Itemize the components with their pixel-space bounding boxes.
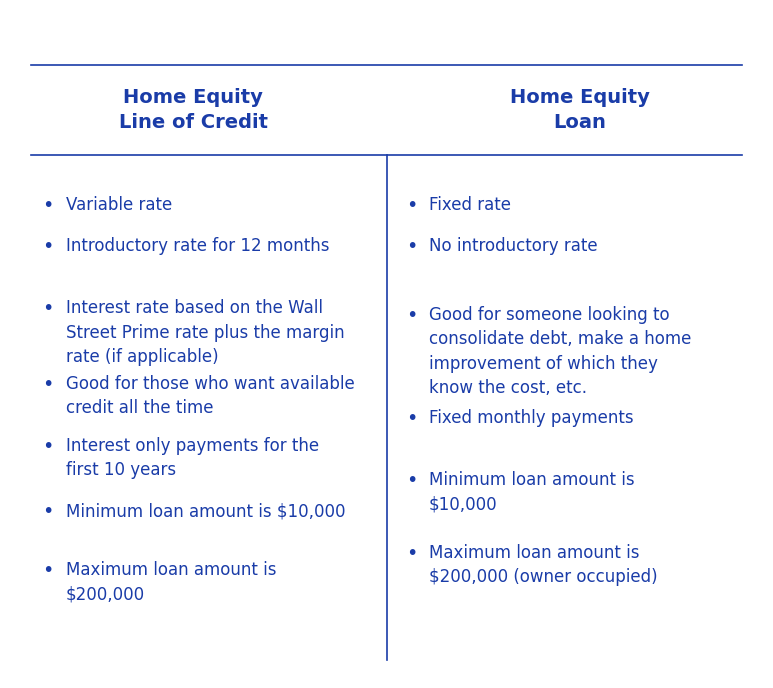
Text: •: • <box>43 561 54 580</box>
Text: •: • <box>43 196 54 215</box>
Text: Variable rate: Variable rate <box>66 196 172 214</box>
Text: Home Equity
Line of Credit: Home Equity Line of Credit <box>119 88 267 132</box>
Text: •: • <box>43 299 54 319</box>
Text: •: • <box>406 544 417 563</box>
Text: •: • <box>43 375 54 394</box>
Text: Good for those who want available
credit all the time: Good for those who want available credit… <box>66 375 355 417</box>
Text: •: • <box>406 306 417 325</box>
Text: •: • <box>43 237 54 257</box>
Text: Interest only payments for the
first 10 years: Interest only payments for the first 10 … <box>66 437 318 479</box>
Text: Maximum loan amount is
$200,000: Maximum loan amount is $200,000 <box>66 561 276 603</box>
Text: Good for someone looking to
consolidate debt, make a home
improvement of which t: Good for someone looking to consolidate … <box>429 306 691 397</box>
Text: Interest rate based on the Wall
Street Prime rate plus the margin
rate (if appli: Interest rate based on the Wall Street P… <box>66 299 344 366</box>
Text: •: • <box>406 196 417 215</box>
Text: •: • <box>406 409 417 429</box>
Text: •: • <box>43 502 54 522</box>
Text: Fixed rate: Fixed rate <box>429 196 511 214</box>
Text: Introductory rate for 12 months: Introductory rate for 12 months <box>66 237 329 255</box>
Text: Fixed monthly payments: Fixed monthly payments <box>429 409 634 427</box>
Text: Maximum loan amount is
$200,000 (owner occupied): Maximum loan amount is $200,000 (owner o… <box>429 544 658 585</box>
Text: •: • <box>406 237 417 257</box>
Text: •: • <box>406 471 417 491</box>
Text: Minimum loan amount is
$10,000: Minimum loan amount is $10,000 <box>429 471 635 513</box>
Text: Minimum loan amount is $10,000: Minimum loan amount is $10,000 <box>66 502 346 520</box>
Text: Home Equity
Loan: Home Equity Loan <box>510 88 649 132</box>
Text: •: • <box>43 437 54 456</box>
Text: No introductory rate: No introductory rate <box>429 237 598 255</box>
